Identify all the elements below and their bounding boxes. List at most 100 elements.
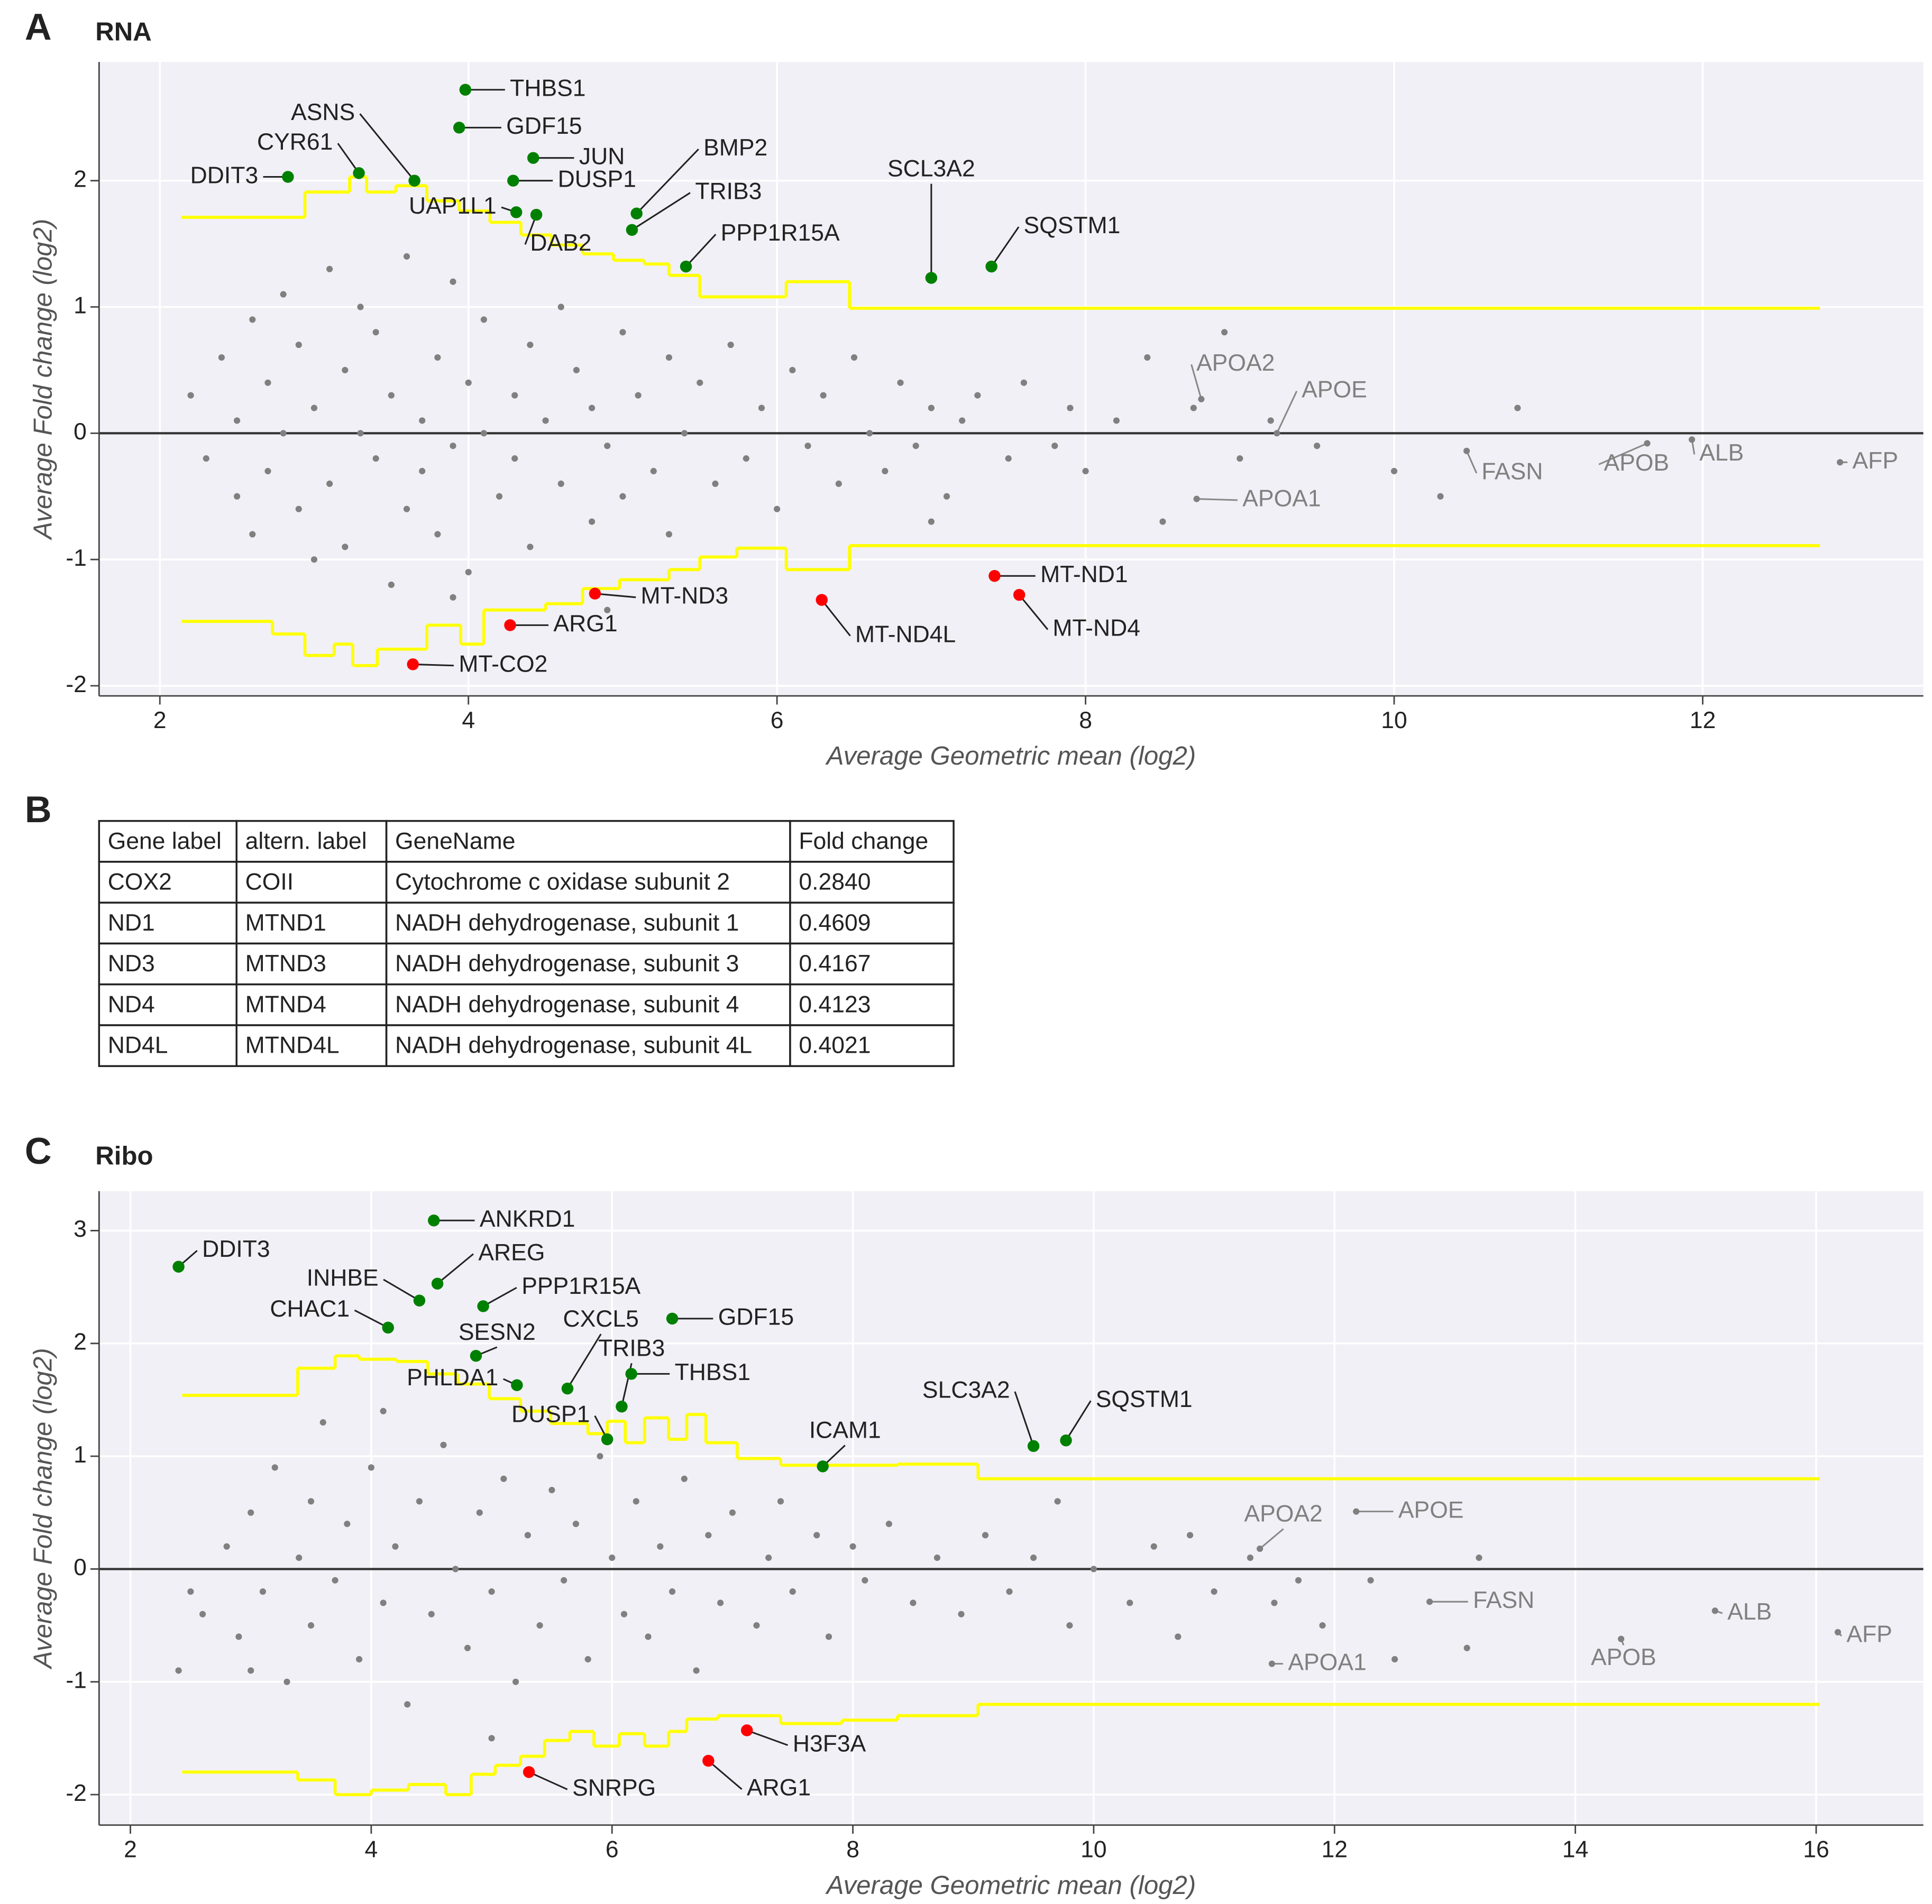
gene-label: DUSP1: [558, 166, 636, 192]
point: [588, 404, 596, 411]
point: [557, 480, 564, 487]
point: [1295, 1577, 1302, 1584]
point: [1127, 1599, 1133, 1606]
point: [319, 1419, 326, 1426]
highlight-point: [353, 167, 365, 179]
point: [452, 1566, 459, 1572]
point: [403, 505, 410, 512]
panel-letter: C: [25, 1130, 52, 1172]
point: [465, 568, 472, 576]
point: [604, 606, 611, 613]
panel-title: RNA: [95, 17, 152, 46]
point: [187, 1588, 194, 1595]
gene-label: CYR61: [257, 129, 333, 155]
point: [372, 455, 379, 462]
point: [557, 303, 564, 310]
leader-line: [1018, 594, 1049, 630]
cell-text: 0.4021: [799, 1033, 871, 1059]
point: [1066, 1622, 1073, 1629]
point: [866, 430, 873, 437]
point: [1067, 404, 1074, 411]
gene-label: ALB: [1727, 1599, 1772, 1625]
gene-label: GDF15: [506, 113, 582, 139]
gene-label: ARG1: [553, 611, 617, 637]
leader-line: [1014, 1391, 1034, 1447]
point: [342, 366, 349, 374]
gene-label: SESN2: [459, 1319, 536, 1345]
cell-text: ND4: [108, 991, 155, 1017]
point: [633, 1498, 639, 1505]
leader-line: [991, 226, 1020, 267]
point: [249, 316, 256, 323]
point: [527, 544, 534, 550]
point: [500, 1475, 507, 1482]
gene-label: SLC3A2: [922, 1377, 1010, 1403]
highlight-point: [408, 174, 420, 187]
point: [199, 1611, 206, 1617]
point: [280, 291, 287, 298]
point: [1113, 417, 1120, 424]
cell-text: ND3: [108, 951, 155, 977]
point: [1390, 467, 1398, 475]
gene-label: ICAM1: [809, 1418, 881, 1443]
highlight-point: [616, 1401, 628, 1413]
panel-title: Ribo: [95, 1142, 153, 1171]
x-tick-label: 4: [365, 1837, 378, 1863]
gene-label: APOB: [1591, 1644, 1656, 1670]
cell-text: NADH dehydrogenase, subunit 4L: [395, 1033, 752, 1059]
cell-text: ND1: [108, 910, 155, 936]
highlight-point: [407, 658, 419, 670]
point: [982, 1532, 989, 1539]
point: [657, 1543, 664, 1550]
gene-label: MT-ND4: [1052, 615, 1140, 641]
gene-label: INHBE: [307, 1265, 379, 1291]
y-tick-label: -2: [66, 1780, 87, 1806]
highlight-point: [1027, 1440, 1040, 1452]
point: [440, 1441, 447, 1448]
point: [665, 354, 673, 361]
cell-text: MTND3: [245, 951, 326, 977]
leader-line: [1466, 450, 1478, 474]
point: [758, 404, 765, 411]
point: [584, 1656, 591, 1663]
point: [1150, 1543, 1157, 1550]
highlight-point: [985, 260, 997, 273]
x-tick-label: 12: [1690, 707, 1716, 733]
table-cell: [789, 983, 955, 1026]
point: [774, 505, 781, 512]
highlight-point: [589, 587, 601, 600]
point: [434, 531, 441, 538]
x-axis-title: Average Geometric mean (log2): [825, 1871, 1196, 1900]
point: [450, 594, 456, 601]
cell-text: Cytochrome c oxidase subunit 2: [395, 869, 730, 895]
point: [218, 354, 225, 361]
table-cell: [789, 1024, 955, 1068]
point: [1186, 1532, 1194, 1539]
table-cell: [235, 861, 388, 904]
table-cell: [235, 1024, 388, 1068]
gene-label: AFP: [1852, 448, 1898, 474]
gene-label: ALB: [1699, 440, 1744, 466]
point: [561, 1577, 567, 1584]
point: [234, 417, 241, 424]
gene-point: [1198, 395, 1205, 402]
point: [372, 329, 379, 336]
point: [388, 392, 395, 399]
point: [1082, 467, 1089, 475]
x-tick-label: 6: [771, 707, 784, 733]
point: [850, 354, 858, 361]
plot-area: [99, 1191, 1924, 1825]
gene-label: DDIT3: [202, 1236, 270, 1262]
point: [380, 1408, 387, 1414]
leader-line: [413, 663, 454, 667]
y-tick-label: 3: [74, 1216, 87, 1242]
point: [928, 518, 935, 525]
point: [681, 430, 688, 437]
header-text: Fold change: [799, 828, 928, 854]
point: [332, 1577, 338, 1584]
y-axis-title: Average Fold change (log2): [28, 219, 57, 541]
table-cell: [235, 983, 388, 1026]
point: [665, 531, 673, 538]
gene-label: THBS1: [675, 1359, 750, 1385]
x-tick-label: 8: [846, 1837, 859, 1863]
